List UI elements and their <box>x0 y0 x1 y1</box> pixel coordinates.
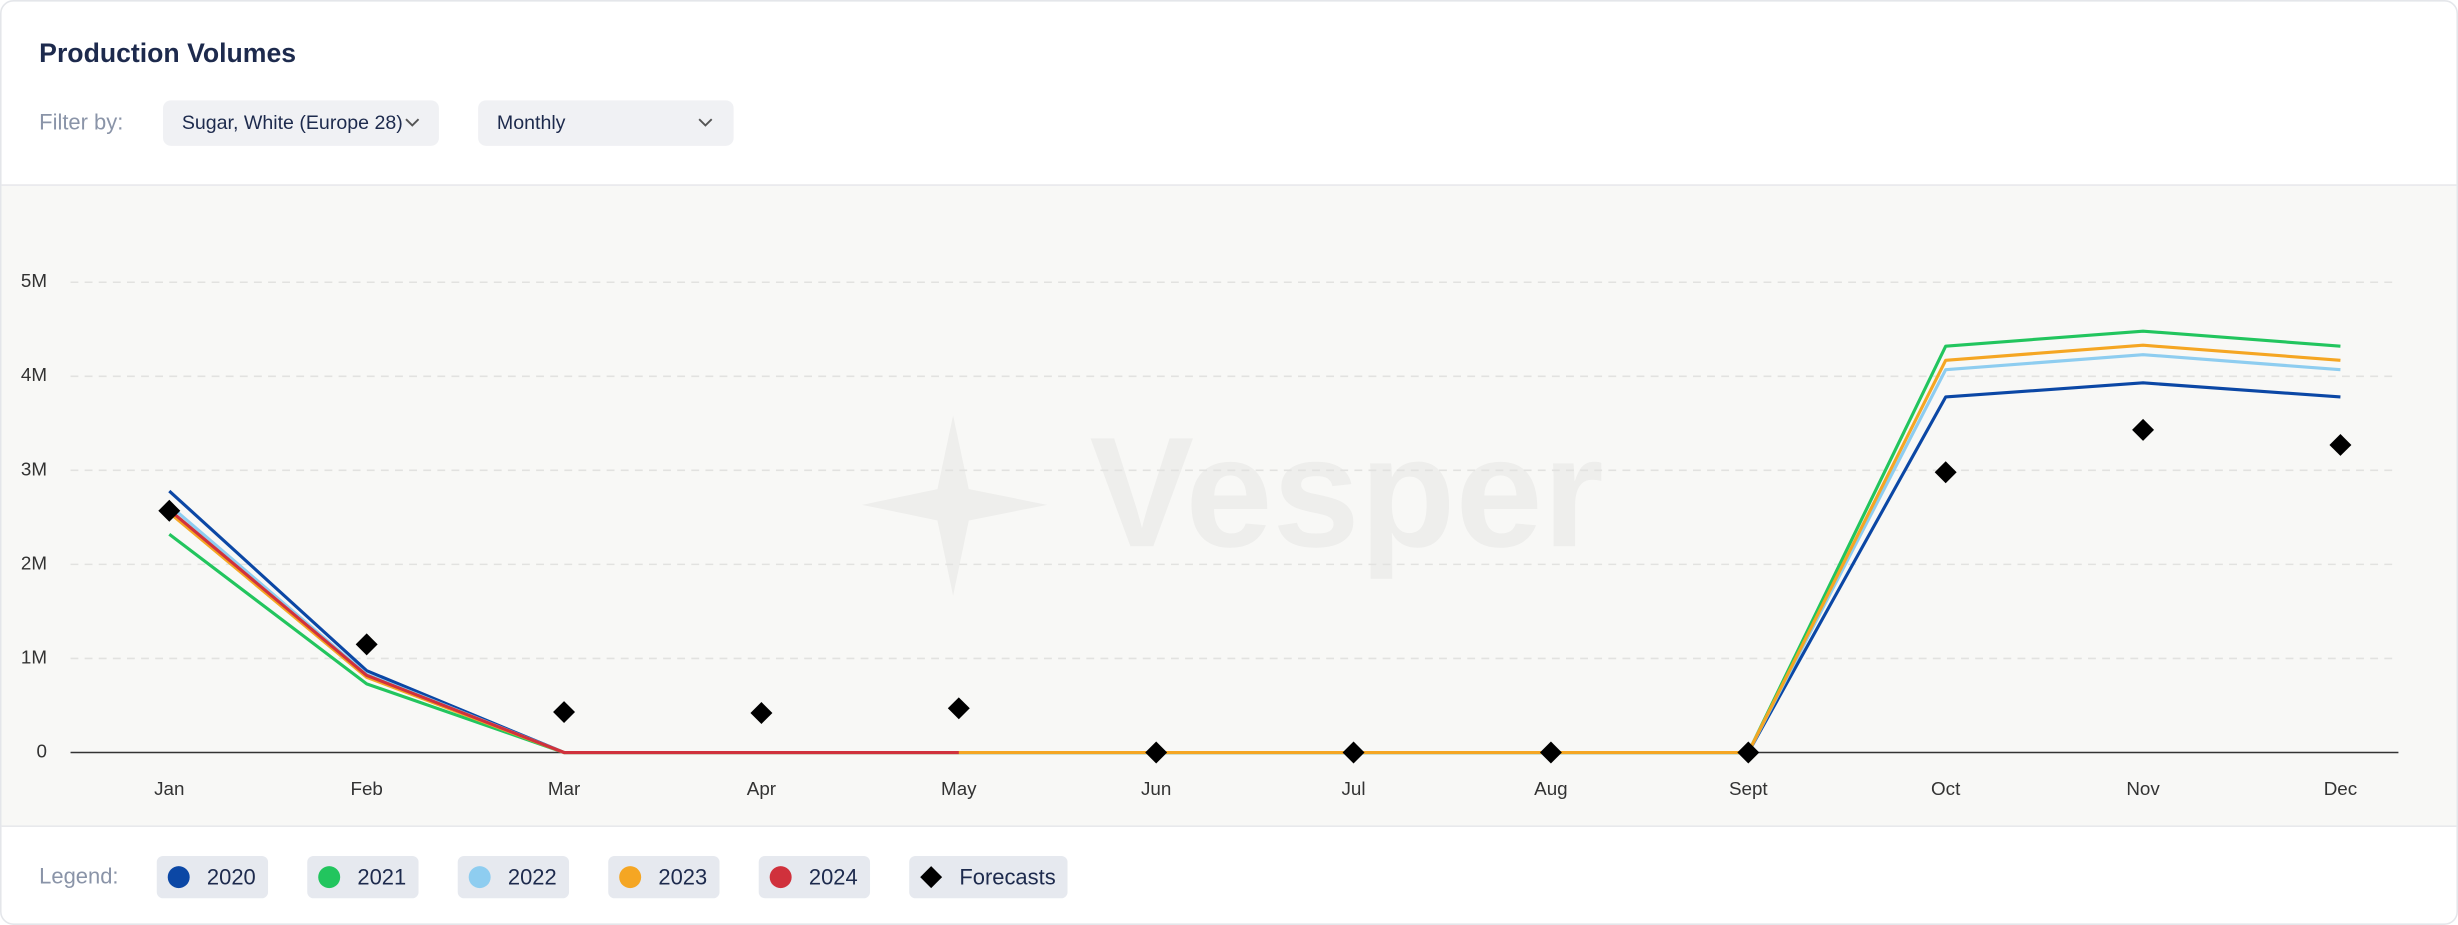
y-tick-label: 0 <box>37 740 47 761</box>
x-tick-label: Jul <box>1342 778 1366 799</box>
period-dropdown[interactable] <box>478 100 734 146</box>
forecast-marker <box>1145 741 1168 764</box>
forecast-marker <box>1737 741 1760 764</box>
forecast-marker <box>1934 461 1957 484</box>
x-tick-label: Jan <box>154 778 184 799</box>
x-tick-label: Oct <box>1931 778 1961 799</box>
x-tick-label: Apr <box>747 778 776 799</box>
legend-item <box>909 855 1068 899</box>
x-tick-label: Dec <box>2324 778 2357 799</box>
y-tick-label: 2M <box>21 552 47 573</box>
x-tick-label: Jun <box>1141 778 1171 799</box>
legend-swatch <box>318 866 341 889</box>
legend-item <box>156 855 269 899</box>
y-tick-label: 3M <box>21 458 47 479</box>
legend-text: Forecasts <box>959 864 1055 889</box>
legend-text: 2021 <box>357 864 406 889</box>
dropdown-text: Monthly <box>497 112 566 134</box>
plot: 0 1M 2M 3M 4M 5M Jan Feb Mar Apr May Jun Jul Aug Sept O… <box>21 270 2399 799</box>
x-tick-label: Aug <box>1534 778 1567 799</box>
series-line <box>168 508 959 755</box>
legend-item <box>608 855 720 899</box>
x-tick-label: May <box>941 778 977 799</box>
filter-label: Filter by: <box>39 110 123 135</box>
legend-swatch <box>769 866 792 889</box>
legend-item <box>758 855 871 899</box>
legend-item <box>457 855 570 899</box>
legend-swatch <box>167 866 190 889</box>
legend-text: 2023 <box>658 864 707 889</box>
legend-text: 2024 <box>809 864 858 889</box>
chevron <box>405 118 420 127</box>
y-tick-label: 4M <box>21 364 47 385</box>
legend-text: 2022 <box>508 864 557 889</box>
chevron <box>698 118 713 127</box>
legend-swatch <box>619 866 642 889</box>
legend-swatch <box>920 866 943 889</box>
y-tick-label: 5M <box>21 270 47 291</box>
commodity-dropdown[interactable] <box>163 100 439 146</box>
legend: 2020 2021 2022 2023 2024 Forecasts <box>156 855 1068 899</box>
x-tick-label: Feb <box>350 778 382 799</box>
forecast-marker <box>158 499 181 522</box>
card-title: Production Volumes <box>39 38 296 68</box>
y-tick-label: 1M <box>21 646 47 667</box>
x-tick-label: Mar <box>548 778 580 799</box>
dropdown-text: Sugar, White (Europe 28) <box>182 112 403 134</box>
watermark: Vesper <box>1089 405 1603 580</box>
legend-item <box>307 855 419 899</box>
x-tick-label: Sept <box>1729 778 1768 799</box>
plot-background <box>1 185 2457 827</box>
legend-text: 2020 <box>207 864 256 889</box>
watermark-logo <box>862 415 1048 596</box>
legend-swatch <box>468 866 491 889</box>
legend-label: Legend: <box>39 864 118 889</box>
forecast-marker <box>553 701 576 724</box>
forecast-marker <box>1539 741 1562 764</box>
x-tick-label: Nov <box>2126 778 2160 799</box>
